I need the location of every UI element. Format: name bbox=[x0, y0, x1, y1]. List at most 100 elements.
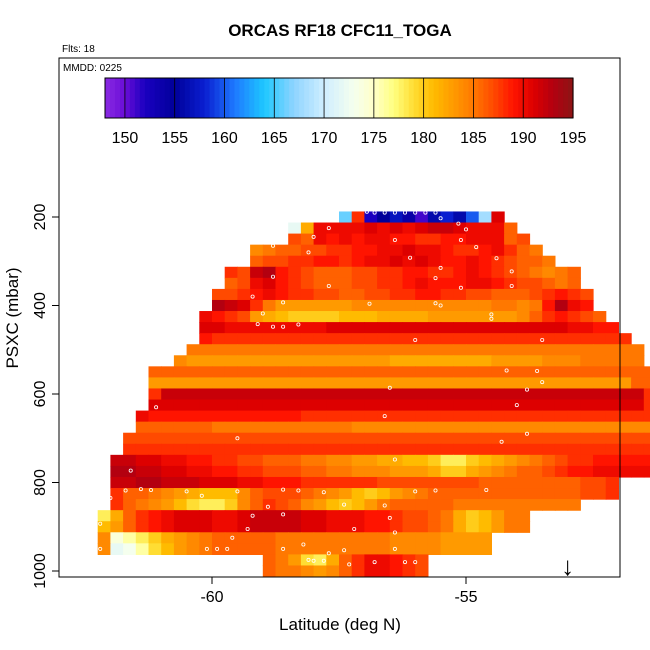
heatmap-cell bbox=[529, 465, 543, 478]
heatmap-cell bbox=[212, 421, 226, 434]
heatmap-cell bbox=[364, 277, 378, 290]
heatmap-cell bbox=[618, 399, 632, 412]
sample-marker bbox=[458, 237, 463, 242]
heatmap-cell bbox=[402, 432, 416, 445]
heatmap-cell bbox=[453, 299, 467, 312]
heatmap-cell bbox=[186, 421, 200, 434]
colorbar: 150 155 160 165 170 175 180 185 190 195 bbox=[104, 77, 586, 147]
sample-marker bbox=[108, 495, 113, 500]
heatmap-cell bbox=[478, 333, 492, 345]
heatmap-cell bbox=[351, 499, 365, 511]
colorbar-tick-label: 170 bbox=[311, 130, 338, 147]
heatmap-cell bbox=[593, 344, 607, 356]
colorbar-swatch bbox=[363, 78, 370, 118]
colorbar-swatch bbox=[219, 78, 226, 118]
heatmap-cell bbox=[135, 465, 150, 478]
heatmap-cell bbox=[491, 521, 505, 533]
colorbar-swatch bbox=[159, 78, 166, 118]
heatmap-cell bbox=[288, 432, 302, 445]
sample-marker bbox=[402, 210, 407, 215]
heatmap-cell bbox=[402, 443, 416, 456]
heatmap-cell bbox=[110, 521, 124, 533]
heatmap-cell bbox=[529, 476, 543, 489]
heatmap-cell bbox=[212, 443, 226, 456]
heatmap-cell bbox=[326, 410, 340, 423]
heatmap-cell bbox=[351, 421, 365, 434]
heatmap-cell bbox=[364, 532, 378, 544]
heatmap-cell bbox=[224, 366, 238, 378]
heatmap-cell bbox=[351, 311, 365, 323]
heatmap-cell bbox=[389, 344, 404, 356]
heatmap-cell bbox=[427, 233, 442, 246]
heatmap-cell bbox=[326, 543, 340, 555]
heatmap-cell bbox=[631, 465, 645, 478]
heatmap-cell bbox=[593, 410, 607, 423]
heatmap-cell bbox=[300, 222, 315, 235]
heatmap-cell bbox=[453, 488, 467, 500]
heatmap-cell bbox=[593, 421, 607, 434]
heatmap-cell bbox=[250, 510, 264, 522]
heatmap-cell bbox=[453, 521, 467, 533]
heatmap-cell bbox=[288, 421, 302, 434]
colorbar-swatch bbox=[304, 78, 310, 118]
heatmap-cell bbox=[440, 432, 454, 445]
heatmap-cell bbox=[440, 499, 454, 511]
heatmap-cell bbox=[250, 543, 264, 555]
heatmap-cell bbox=[427, 432, 442, 445]
heatmap-cell bbox=[275, 377, 289, 390]
heatmap-cell bbox=[415, 355, 429, 367]
heatmap-cell bbox=[466, 410, 480, 423]
heatmap-cell bbox=[199, 488, 213, 500]
heatmap-cell bbox=[491, 288, 505, 301]
colorbar-swatch bbox=[448, 78, 455, 118]
heatmap-cell bbox=[440, 465, 454, 478]
heatmap-cell bbox=[123, 499, 137, 511]
heatmap-cell bbox=[478, 299, 492, 312]
heatmap-cell bbox=[161, 521, 175, 533]
colorbar-swatch bbox=[144, 78, 151, 118]
heatmap-cell bbox=[173, 377, 188, 390]
heatmap-cell bbox=[123, 532, 137, 544]
heatmap-cell bbox=[402, 565, 416, 578]
heatmap-cell bbox=[554, 476, 569, 489]
heatmap-cell bbox=[186, 399, 200, 412]
heatmap-cell bbox=[554, 355, 569, 367]
heatmap-cell bbox=[542, 443, 556, 456]
heatmap-cell bbox=[516, 277, 531, 290]
heatmap-cell bbox=[593, 377, 607, 390]
heatmap-cell bbox=[567, 266, 581, 279]
sample-marker bbox=[514, 403, 519, 408]
heatmap-cell bbox=[262, 488, 277, 500]
sample-marker bbox=[392, 237, 397, 242]
heatmap-cell bbox=[186, 355, 200, 367]
heatmap-cell bbox=[427, 344, 442, 356]
heatmap-cell bbox=[173, 410, 188, 423]
heatmap-cell bbox=[478, 443, 492, 456]
heatmap-cell bbox=[605, 410, 619, 423]
heatmap-cell bbox=[504, 288, 518, 301]
heatmap-cell bbox=[427, 543, 442, 555]
heatmap-cell bbox=[580, 421, 594, 434]
heatmap-cell bbox=[478, 432, 492, 445]
colorbar-swatch bbox=[314, 78, 320, 118]
heatmap-cell bbox=[466, 299, 480, 312]
heatmap-cell bbox=[504, 410, 518, 423]
heatmap-cell bbox=[516, 465, 531, 478]
heatmap-cell bbox=[427, 366, 442, 378]
heatmap-cell bbox=[326, 311, 340, 323]
heatmap-cell bbox=[275, 488, 289, 500]
heatmap-cell bbox=[364, 355, 378, 367]
heatmap-cell bbox=[504, 255, 518, 268]
heatmap-cell bbox=[224, 288, 238, 301]
heatmap-cell bbox=[212, 333, 226, 345]
heatmap-cell bbox=[643, 465, 650, 478]
heatmap-cell bbox=[262, 532, 277, 544]
heatmap-cell bbox=[250, 465, 264, 478]
arrow-glyph: ↓ bbox=[561, 551, 574, 581]
heatmap-cell bbox=[364, 288, 378, 301]
heatmap-cell bbox=[567, 465, 581, 478]
colorbar-swatch bbox=[324, 78, 330, 118]
heatmap-cell bbox=[402, 322, 416, 334]
heatmap-cell bbox=[364, 499, 378, 511]
sample-marker bbox=[306, 557, 311, 562]
